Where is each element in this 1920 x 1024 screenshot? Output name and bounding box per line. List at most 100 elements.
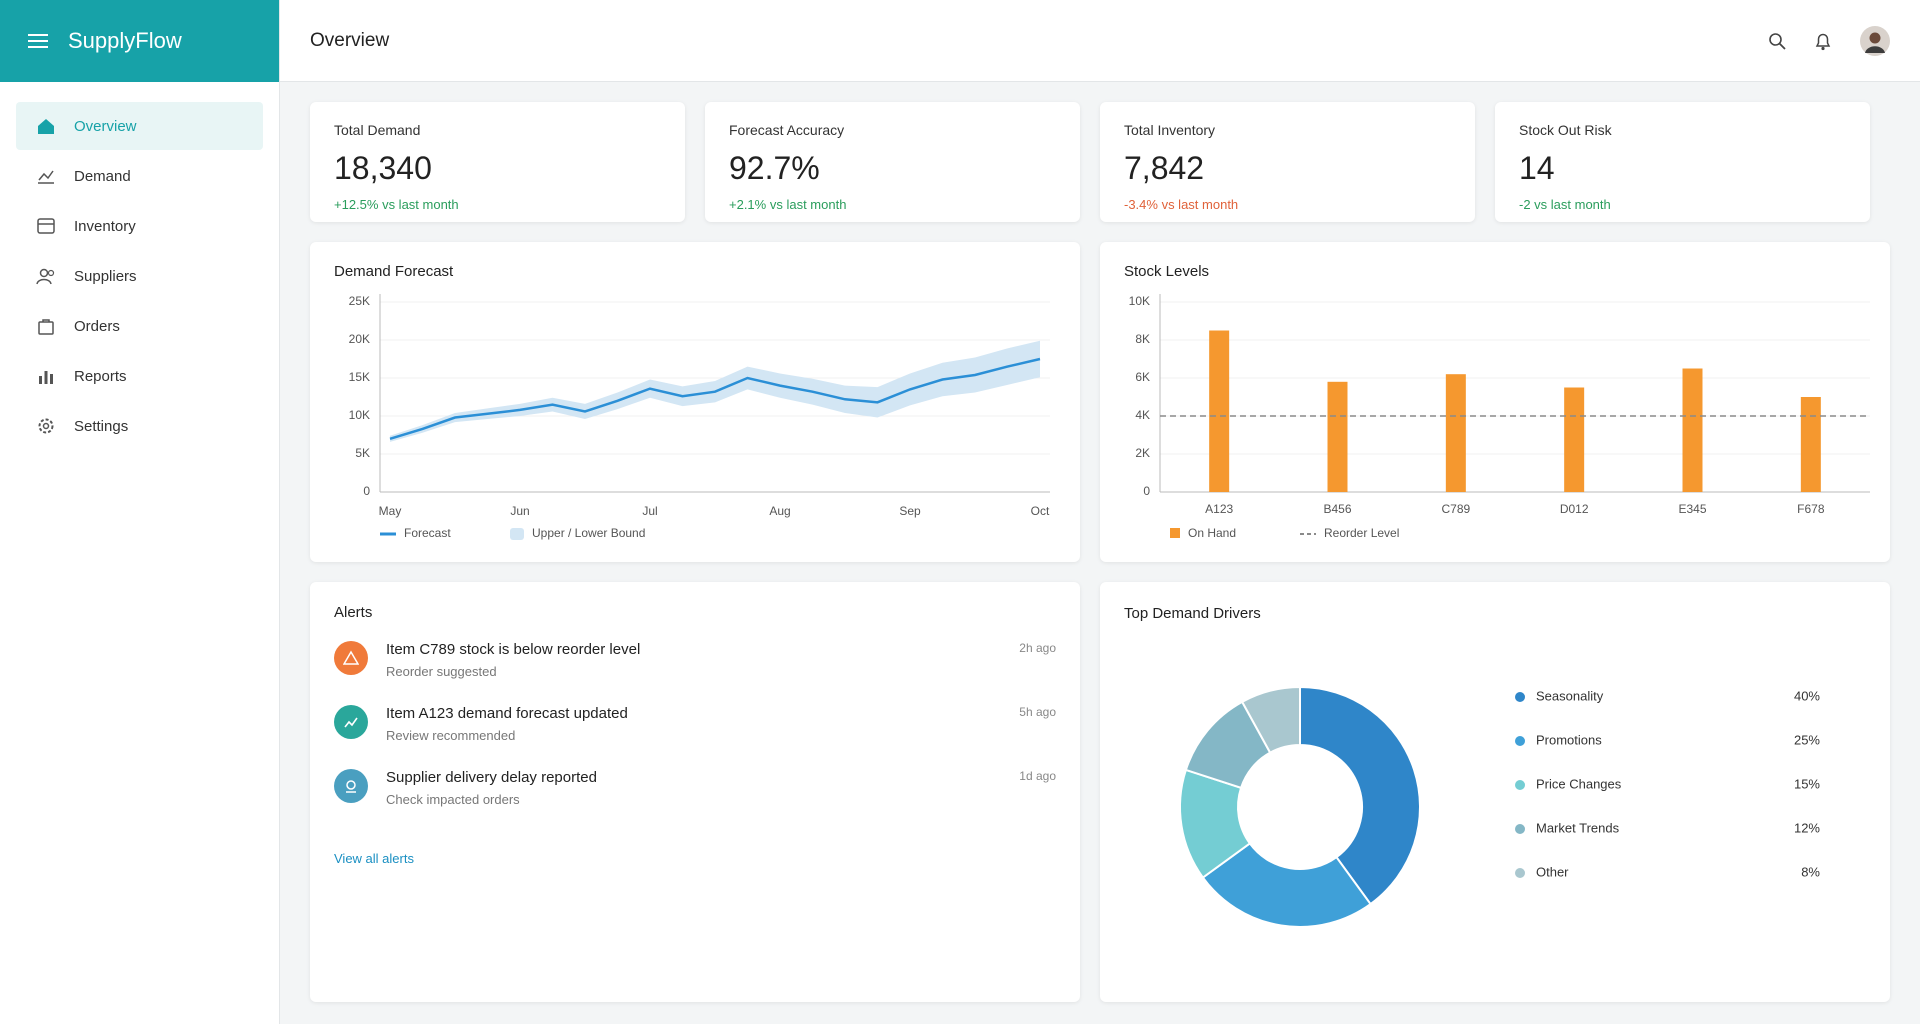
y-tick-label: 5K [355, 446, 370, 460]
donut-chart-card: Top Demand Drivers Seasonality 40% Promotio… [1100, 582, 1890, 1002]
view-all-link[interactable]: View all alerts [334, 851, 414, 866]
x-tick-label: Jun [510, 504, 529, 518]
page-title: Overview [310, 29, 390, 51]
y-tick-label: 20K [349, 332, 370, 346]
kpi-change: -2 vs last month [1519, 197, 1611, 212]
notification-icon[interactable] [1814, 31, 1832, 51]
kpi-card: Forecast Accuracy 92.7% +2.1% vs last mont… [705, 102, 1080, 222]
value-label: 40% [1794, 688, 1820, 703]
search-icon[interactable] [1768, 32, 1786, 50]
y-tick-label: 2K [1135, 446, 1150, 460]
alert-icon [334, 769, 368, 803]
legend-label: Promotions [1536, 732, 1602, 747]
legend-label: Upper / Lower Bound [532, 526, 645, 540]
alert-time: 1d ago [1019, 769, 1056, 783]
y-tick-label: 4K [1135, 408, 1150, 422]
value-label: 8% [1801, 864, 1820, 879]
x-tick-label: May [379, 504, 402, 518]
x-tick-label: F678 [1797, 502, 1825, 516]
kpi-card: Stock Out Risk 14 -2 vs last month [1495, 102, 1870, 222]
value-label: 12% [1794, 820, 1820, 835]
y-tick-label: 10K [349, 408, 370, 422]
x-tick-label: Sep [899, 504, 921, 518]
bar [1327, 381, 1348, 492]
value-label: 15% [1794, 776, 1820, 791]
legend-label: Reorder Level [1324, 526, 1399, 540]
x-tick-label: Jul [642, 504, 657, 518]
brand-bar: SupplyFlow [0, 0, 279, 82]
donut-slice [1201, 842, 1372, 928]
bar [1445, 374, 1466, 492]
legend-label: Forecast [404, 526, 451, 540]
legend-label: Seasonality [1536, 688, 1604, 703]
kpi-change: +2.1% vs last month [729, 197, 847, 212]
nav-item[interactable]: Suppliers [16, 252, 263, 300]
bar [1682, 368, 1703, 492]
nav-item[interactable]: Settings [16, 402, 263, 450]
chart-title: Stock Levels [1124, 263, 1209, 280]
bar [1209, 330, 1230, 492]
alert-title: Item A123 demand forecast updated [386, 705, 628, 722]
nav-item[interactable]: Reports [16, 352, 263, 400]
nav-label: Inventory [74, 217, 136, 235]
alert-item[interactable]: Item C789 stock is below reorder level Re… [334, 641, 1056, 679]
nav-label: Reports [74, 367, 127, 385]
alert-time: 5h ago [1019, 705, 1056, 719]
line-chart-card: Demand Forecast 0 5K 10K 15K 20K 25K May Jun Jul A… [310, 242, 1080, 562]
donut-slice [1299, 685, 1421, 906]
alert-detail: Reorder suggested [386, 664, 497, 679]
legend-dot [1515, 780, 1525, 790]
kpi-label: Total Inventory [1124, 122, 1216, 138]
nav-list: Overview Demand Inventory Suppliers Orde… [0, 102, 279, 450]
kpi-card: Total Inventory 7,842 -3.4% vs last month [1100, 102, 1475, 222]
legend-label: Other [1536, 864, 1569, 879]
nav-item[interactable]: Overview [16, 102, 263, 150]
alert-detail: Review recommended [386, 728, 516, 743]
legend-swatch [1170, 528, 1180, 538]
x-tick-label: Aug [769, 504, 790, 518]
x-tick-label: Oct [1031, 504, 1050, 518]
kpi-value: 7,842 [1124, 150, 1205, 186]
y-tick-label: 0 [1143, 484, 1150, 498]
nav-item[interactable]: Inventory [16, 202, 263, 250]
x-tick-label: A123 [1205, 502, 1233, 516]
top-bar: Overview [280, 0, 1920, 82]
kpi-card: Total Demand 18,340 +12.5% vs last month [310, 102, 685, 222]
nav-label: Orders [74, 317, 120, 335]
nav-label: Suppliers [74, 267, 137, 285]
x-tick-label: E345 [1678, 502, 1706, 516]
avatar[interactable] [1860, 25, 1890, 56]
kpi-label: Forecast Accuracy [729, 122, 845, 138]
legend-dot [1515, 868, 1525, 878]
x-tick-label: C789 [1441, 502, 1470, 516]
alert-icon [334, 641, 368, 675]
y-tick-label: 10K [1129, 294, 1150, 308]
alert-detail: Check impacted orders [386, 792, 520, 807]
y-tick-label: 8K [1135, 332, 1150, 346]
x-tick-label: D012 [1560, 502, 1589, 516]
alert-item[interactable]: Supplier delivery delay reported Check im… [334, 769, 1056, 807]
value-label: 25% [1794, 732, 1820, 747]
alerts-title: Alerts [334, 604, 373, 621]
forecast-line [389, 357, 1041, 440]
kpi-change: +12.5% vs last month [334, 197, 459, 212]
alert-item[interactable]: Item A123 demand forecast updated Review … [334, 705, 1056, 743]
nav-label: Demand [74, 167, 131, 185]
legend-dot [1515, 824, 1525, 834]
menu-icon[interactable] [28, 33, 48, 49]
bar-chart-card: Stock Levels 0 2K 4K 6K 8K 10K A123 B456 C789 D012… [1100, 242, 1890, 562]
legend-label: Market Trends [1536, 820, 1620, 835]
kpi-value: 18,340 [334, 150, 432, 186]
y-tick-label: 15K [349, 370, 370, 384]
kpi-value: 14 [1519, 150, 1555, 186]
bar [1564, 387, 1585, 492]
nav-label: Overview [74, 117, 137, 135]
legend-label: Price Changes [1536, 776, 1622, 791]
nav-label: Settings [74, 417, 129, 435]
nav-item[interactable]: Orders [16, 302, 263, 350]
alert-time: 2h ago [1019, 641, 1056, 655]
kpi-value: 92.7% [729, 150, 820, 186]
nav-item[interactable]: Demand [16, 152, 263, 200]
kpi-change: -3.4% vs last month [1124, 197, 1239, 212]
y-tick-label: 6K [1135, 370, 1150, 384]
